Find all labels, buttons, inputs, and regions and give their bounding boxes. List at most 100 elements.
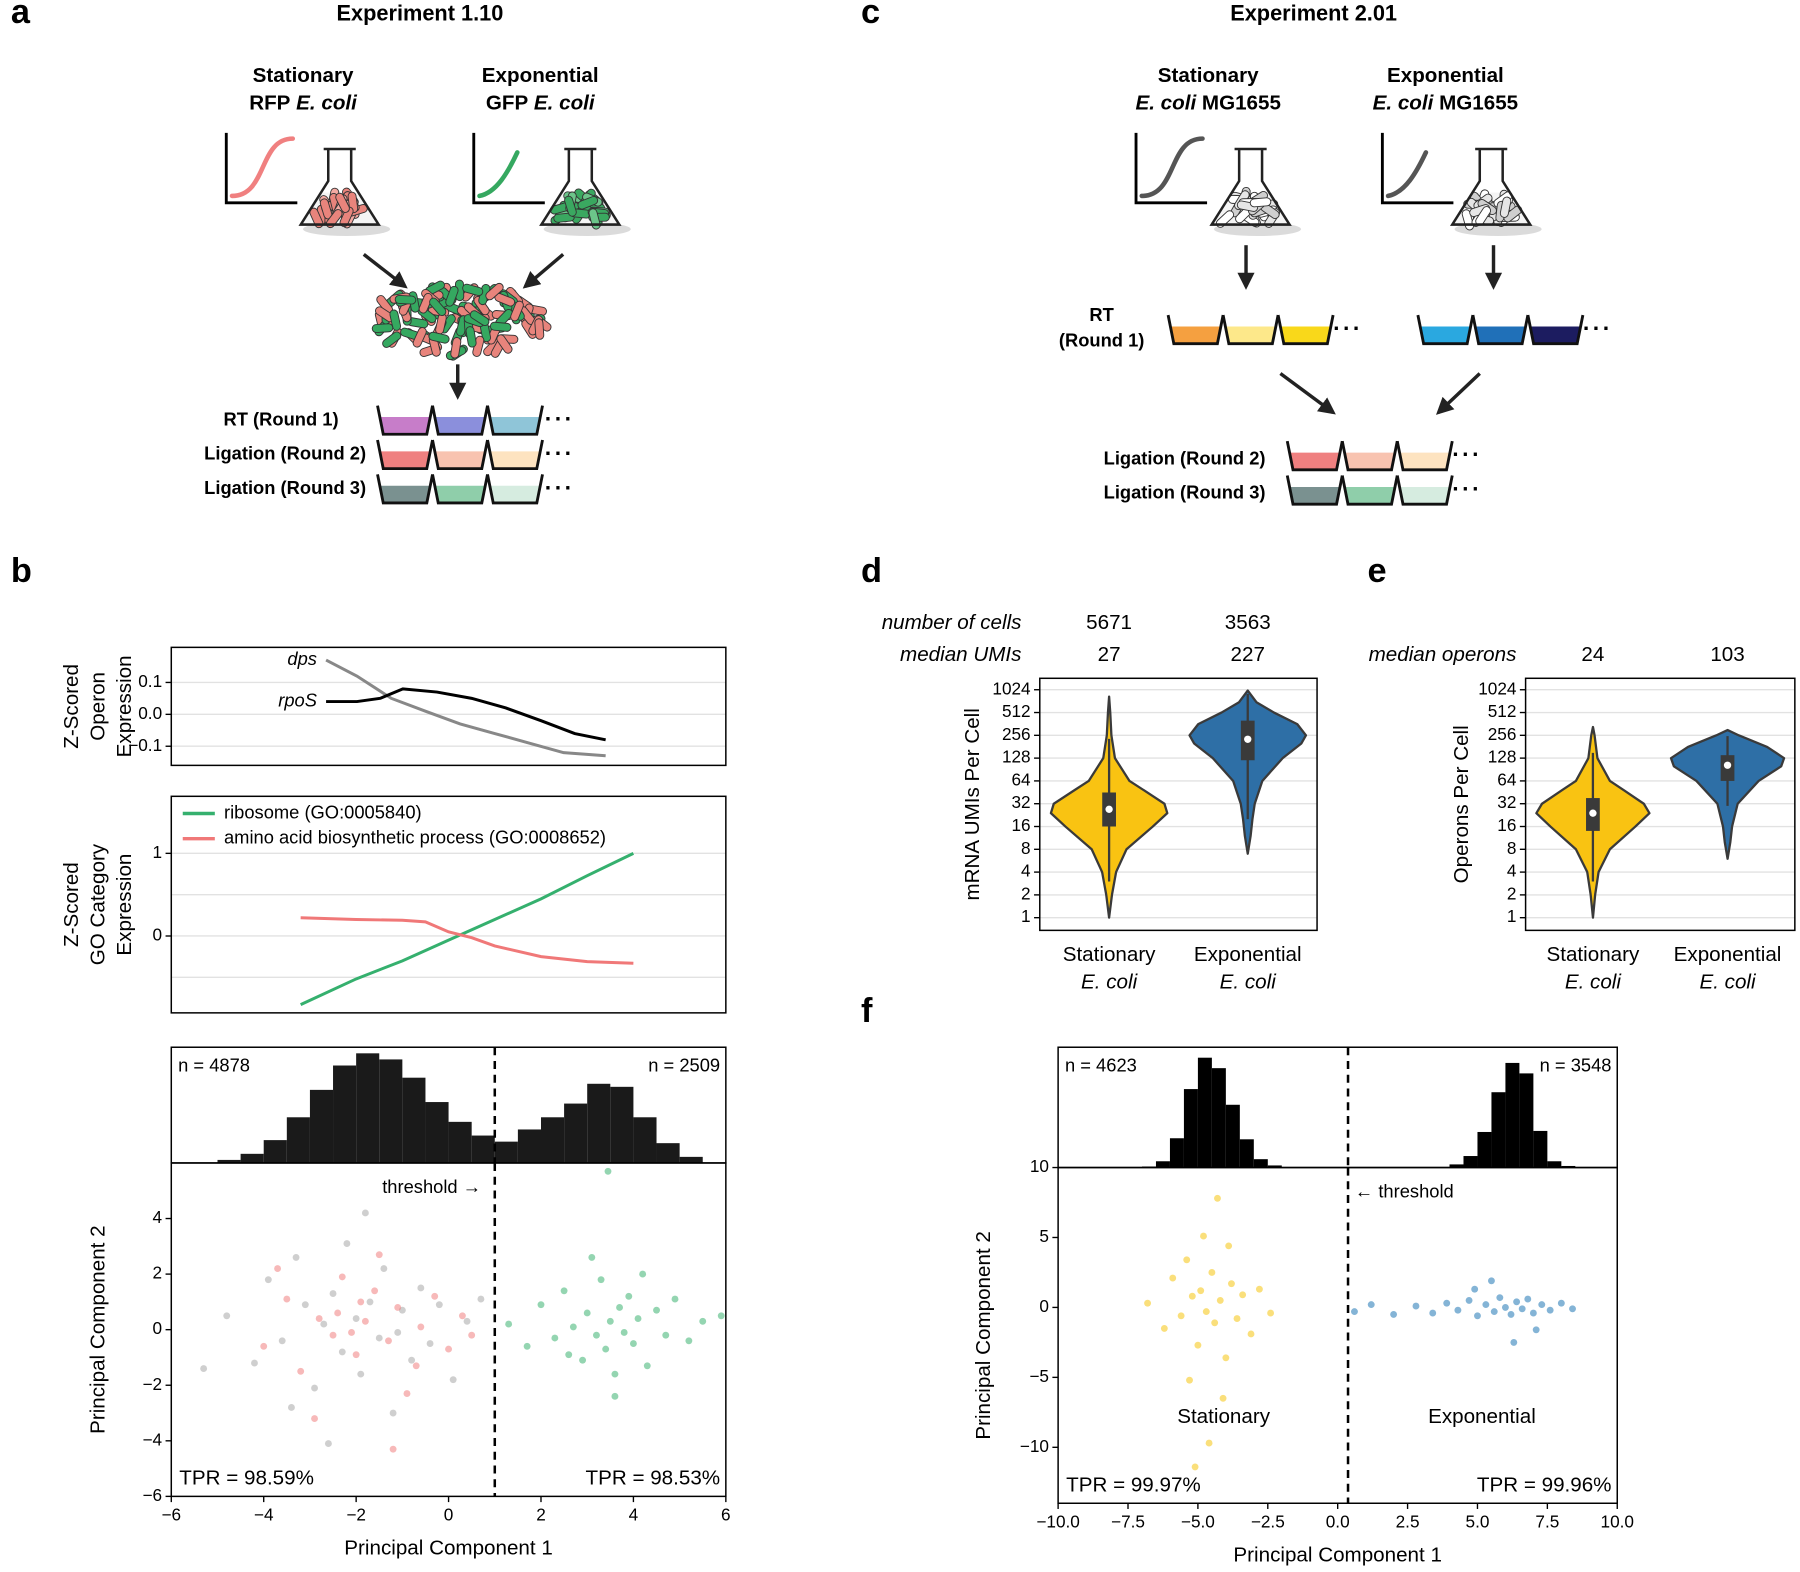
arrow bbox=[1436, 372, 1481, 415]
scatter-point bbox=[389, 1445, 397, 1453]
diagram-a: Experiment 1.10 Stationary RFP E. coli Ex… bbox=[204, 1, 598, 501]
well-fill bbox=[1169, 326, 1222, 344]
x-axis-label: Principal Component 1 bbox=[1233, 1543, 1442, 1566]
culture-strain: RFP E. coli bbox=[249, 92, 358, 115]
cell bbox=[1249, 197, 1272, 208]
x-tick-label: −2 bbox=[346, 1504, 366, 1524]
category-label: Exponential bbox=[1194, 943, 1302, 966]
scatter-point bbox=[1225, 1242, 1233, 1250]
hist-bar bbox=[1533, 1130, 1548, 1168]
scatter-point bbox=[389, 1409, 397, 1417]
cell bbox=[428, 331, 450, 344]
plot-frame bbox=[170, 646, 727, 767]
hist-bar bbox=[263, 1140, 287, 1163]
arrow bbox=[522, 253, 565, 289]
y-tick-label: −5 bbox=[1029, 1366, 1049, 1386]
group-label: Stationary bbox=[1177, 1405, 1270, 1428]
scatter-point bbox=[375, 1334, 383, 1342]
well-fill bbox=[1279, 326, 1332, 344]
scatter-point bbox=[348, 1329, 355, 1336]
well bbox=[1166, 314, 1225, 346]
y-tick-label: 2 bbox=[1021, 883, 1031, 903]
scatter-point bbox=[1216, 1296, 1224, 1304]
round-label: (Round 1) bbox=[1059, 329, 1145, 350]
well bbox=[486, 439, 544, 471]
y-tick-label: 4 bbox=[1021, 861, 1031, 881]
x-tick-label: 5.0 bbox=[1466, 1511, 1490, 1531]
scatter-point bbox=[1219, 1394, 1227, 1402]
hist-bar bbox=[1211, 1068, 1226, 1168]
hist-bar bbox=[402, 1077, 426, 1163]
y-tick-label: 32 bbox=[1012, 792, 1031, 812]
cell bbox=[1499, 196, 1512, 218]
cell bbox=[412, 327, 427, 348]
median-dot bbox=[1589, 809, 1597, 817]
scatter-point bbox=[251, 1359, 258, 1367]
scatter-point bbox=[629, 1340, 637, 1347]
well-fill bbox=[1343, 486, 1396, 505]
scatter-point bbox=[639, 1270, 647, 1278]
scatter-point bbox=[1211, 1319, 1219, 1327]
scatter-point bbox=[606, 1317, 614, 1325]
cell bbox=[382, 331, 402, 348]
count-label: n = 3548 bbox=[1540, 1055, 1612, 1076]
well-fill bbox=[434, 485, 486, 503]
cell bbox=[389, 309, 402, 331]
scatter-point bbox=[375, 1251, 383, 1259]
plot-frame bbox=[1057, 1166, 1618, 1504]
scatter-point bbox=[1507, 1310, 1515, 1318]
culture-phase: Stationary bbox=[1158, 64, 1259, 87]
well-fill bbox=[434, 451, 486, 469]
scatter-point bbox=[1465, 1296, 1473, 1304]
scatter-point bbox=[311, 1384, 318, 1392]
scatter-point bbox=[1429, 1309, 1437, 1317]
legend-label: amino acid biosynthetic process (GO:0008… bbox=[224, 827, 606, 848]
marker: GFP bbox=[486, 92, 529, 115]
species: E. coli bbox=[296, 92, 358, 115]
scatter-point bbox=[597, 1276, 605, 1284]
scatter-point bbox=[602, 1345, 610, 1353]
scatter-point bbox=[620, 1329, 628, 1336]
scatter-point bbox=[611, 1392, 619, 1400]
category-species: E. coli bbox=[1565, 971, 1623, 994]
well-fill bbox=[379, 485, 431, 503]
scatter-point bbox=[394, 1329, 402, 1336]
x-tick-label: −6 bbox=[161, 1504, 181, 1524]
growth-curve bbox=[1385, 150, 1429, 199]
stats-label: number of cells bbox=[882, 611, 1022, 634]
cell bbox=[1215, 210, 1235, 228]
scatter-point bbox=[1538, 1301, 1546, 1309]
well bbox=[1285, 440, 1344, 472]
y-axis-label: Operon bbox=[87, 672, 110, 741]
cell bbox=[418, 292, 433, 314]
scatter-point bbox=[1214, 1194, 1221, 1202]
ellipsis: ··· bbox=[1333, 315, 1363, 341]
y-tick-label: 256 bbox=[1488, 724, 1517, 744]
hist-bar bbox=[471, 1135, 495, 1163]
scatter-point bbox=[1177, 1312, 1185, 1320]
well-fill bbox=[1419, 326, 1472, 344]
y-tick-label: 10 bbox=[1030, 1156, 1049, 1176]
stats-value: 3563 bbox=[1225, 611, 1271, 634]
plot-frame bbox=[1039, 677, 1318, 932]
well bbox=[1285, 475, 1344, 506]
flask bbox=[1449, 147, 1542, 237]
y-axis-label: Z-Scored bbox=[60, 664, 83, 749]
cell bbox=[469, 310, 490, 327]
well bbox=[1395, 440, 1454, 472]
category-species: E. coli bbox=[1699, 971, 1757, 994]
category-species: E. coli bbox=[1220, 971, 1278, 994]
scatter-point bbox=[403, 1390, 411, 1398]
scatter-point bbox=[1183, 1256, 1191, 1264]
well-fill bbox=[1474, 326, 1527, 344]
x-tick-label: 2 bbox=[536, 1504, 546, 1524]
scatter-point bbox=[560, 1287, 568, 1295]
scatter-point bbox=[1367, 1301, 1375, 1309]
growth-axes bbox=[1380, 132, 1454, 205]
diagram-title: Experiment 1.10 bbox=[336, 1, 503, 26]
scatter-point bbox=[200, 1365, 208, 1373]
y-tick-label: 16 bbox=[1012, 815, 1031, 835]
scatter-point bbox=[662, 1331, 670, 1339]
series-label: dps bbox=[287, 648, 317, 669]
hist-bar bbox=[1169, 1138, 1184, 1168]
